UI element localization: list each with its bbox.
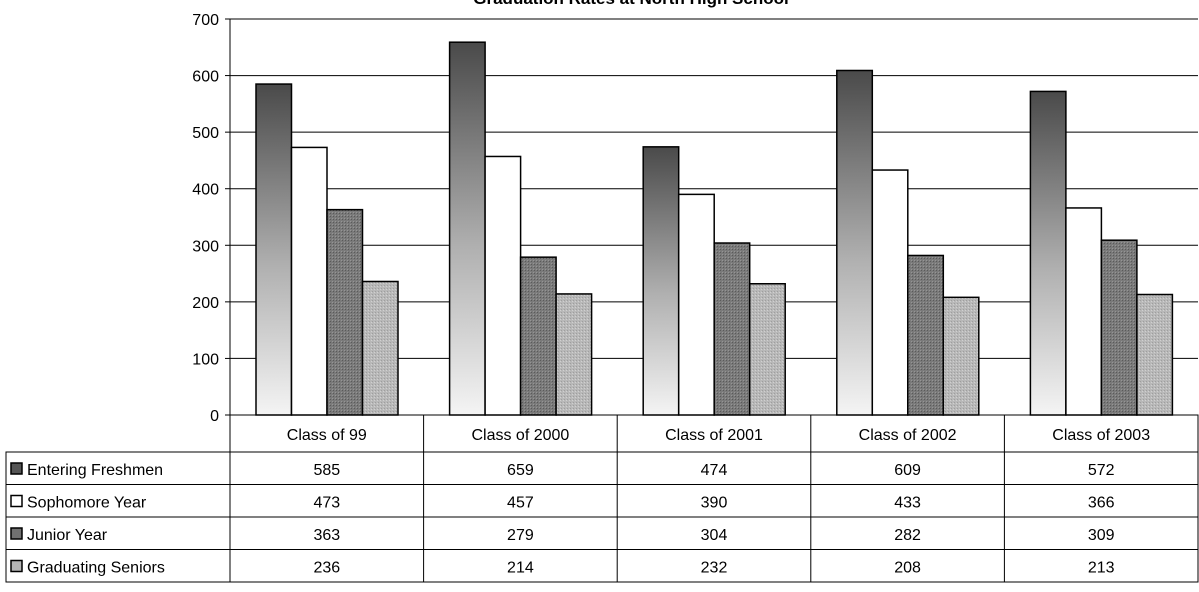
data-label: 363 [313,527,340,544]
bars [255,41,1174,416]
legend-swatch [10,559,23,573]
y-tick-label: 300 [192,238,219,255]
table-row [5,516,1199,550]
data-label: 473 [313,495,340,512]
bar [255,83,293,416]
bar [484,155,522,416]
data-label: 659 [507,462,534,479]
data-label: 232 [701,560,728,577]
bar [836,69,874,416]
data-label: 214 [507,560,534,577]
y-tick-label: 500 [192,125,219,142]
data-label: 304 [701,527,728,544]
bar [942,296,980,416]
legend-swatch [10,494,23,508]
y-axis: 0 100 200 300 400 500 600 700 [192,12,231,425]
data-label: 433 [894,495,921,512]
legend-entry: Sophomore Year [27,495,147,512]
table-row [5,549,1199,583]
legend-entry: Entering Freshmen [27,462,163,479]
bar [519,256,557,416]
chart-title: Graduation Rates at North High School [473,0,788,8]
legend-entry: Junior Year [27,527,108,544]
bar [290,146,328,416]
data-label: 282 [894,527,921,544]
bar [713,242,751,416]
table-row [5,451,1199,485]
bar [326,208,364,416]
bar [642,146,680,416]
bar [555,293,593,416]
table-row [5,484,1199,518]
bar [448,41,486,416]
data-label: 213 [1088,560,1115,577]
bar [871,169,909,416]
bar [907,254,945,416]
data-label: 366 [1088,495,1115,512]
x-category-label: Class of 2000 [471,427,569,444]
data-label: 474 [701,462,728,479]
y-tick-label: 0 [210,408,219,425]
data-label: 585 [313,462,340,479]
data-label: 390 [701,495,728,512]
data-label: 309 [1088,527,1115,544]
y-tick-label: 400 [192,182,219,199]
bar [1029,90,1067,416]
x-category-label: Class of 2003 [1052,427,1150,444]
bar [361,280,399,416]
y-tick-label: 100 [192,351,219,368]
data-label: 457 [507,495,534,512]
data-label: 609 [894,462,921,479]
legend-entry: Graduating Seniors [27,560,165,577]
legend-swatch [10,462,23,475]
bar [1065,207,1103,416]
x-category-label: Class of 99 [287,427,367,444]
bar [1136,293,1174,416]
bar [677,193,715,416]
y-tick-label: 600 [192,69,219,86]
x-category-label: Class of 2002 [859,427,957,444]
bar [748,283,786,416]
legend-swatch [10,527,23,540]
x-category-label: Class of 2001 [665,427,763,444]
data-table: Class of 99 Class of 2000 Class of 2001 Cla… [5,414,1199,583]
data-label: 572 [1088,462,1115,479]
data-label: 236 [313,560,340,577]
y-tick-label: 200 [192,295,219,312]
data-label: 279 [507,527,534,544]
bar [1100,239,1138,416]
y-tick-label: 700 [192,12,219,29]
data-label: 208 [894,560,921,577]
